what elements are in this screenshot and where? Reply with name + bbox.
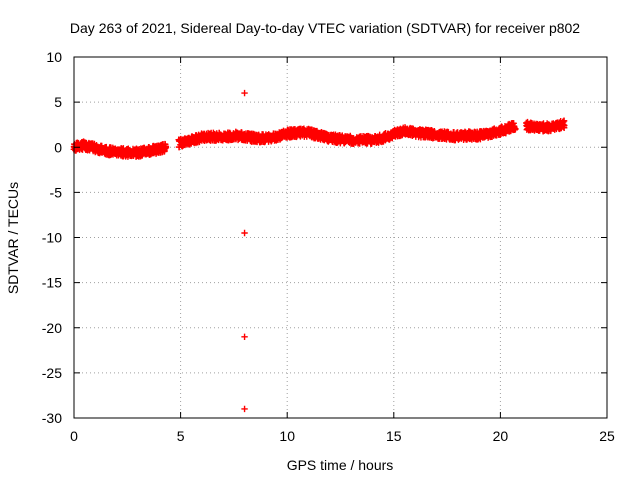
x-tick-labels: 0 5 10 15 20 25 — [70, 428, 615, 444]
axis-ticks — [73, 56, 608, 419]
y-axis-label: SDTVAR / TECUs — [5, 182, 21, 294]
y-tick-label: -15 — [42, 275, 62, 291]
x-tick-label: 15 — [386, 428, 402, 444]
y-tick-labels: 10 5 0 -5 -10 -15 -20 -25 -30 — [42, 49, 62, 426]
data-point — [241, 405, 248, 413]
y-tick-label: -25 — [42, 365, 62, 381]
data-point — [241, 89, 248, 97]
y-tick-label: 0 — [54, 139, 62, 155]
x-axis-label: GPS time / hours — [287, 457, 394, 473]
x-tick-label: 5 — [177, 428, 185, 444]
grid-lines — [74, 57, 607, 418]
data-point — [241, 229, 248, 237]
data-point — [241, 333, 248, 340]
data-point — [512, 125, 519, 133]
data-point — [561, 122, 568, 129]
y-tick-label: 10 — [46, 49, 62, 65]
data-point — [162, 143, 170, 150]
x-tick-label: 25 — [599, 428, 615, 444]
x-tick-label: 20 — [493, 428, 509, 444]
y-tick-label: -10 — [42, 230, 62, 246]
y-tick-label: -20 — [42, 320, 62, 336]
data-points — [70, 89, 568, 413]
x-tick-label: 0 — [70, 428, 78, 444]
x-tick-label: 10 — [279, 428, 295, 444]
y-tick-label: -5 — [50, 184, 63, 200]
y-tick-label: 5 — [54, 94, 62, 110]
y-tick-label: -30 — [42, 410, 62, 426]
chart-title: Day 263 of 2021, Sidereal Day-to-day VTE… — [70, 20, 580, 36]
plot-frame — [73, 56, 608, 419]
